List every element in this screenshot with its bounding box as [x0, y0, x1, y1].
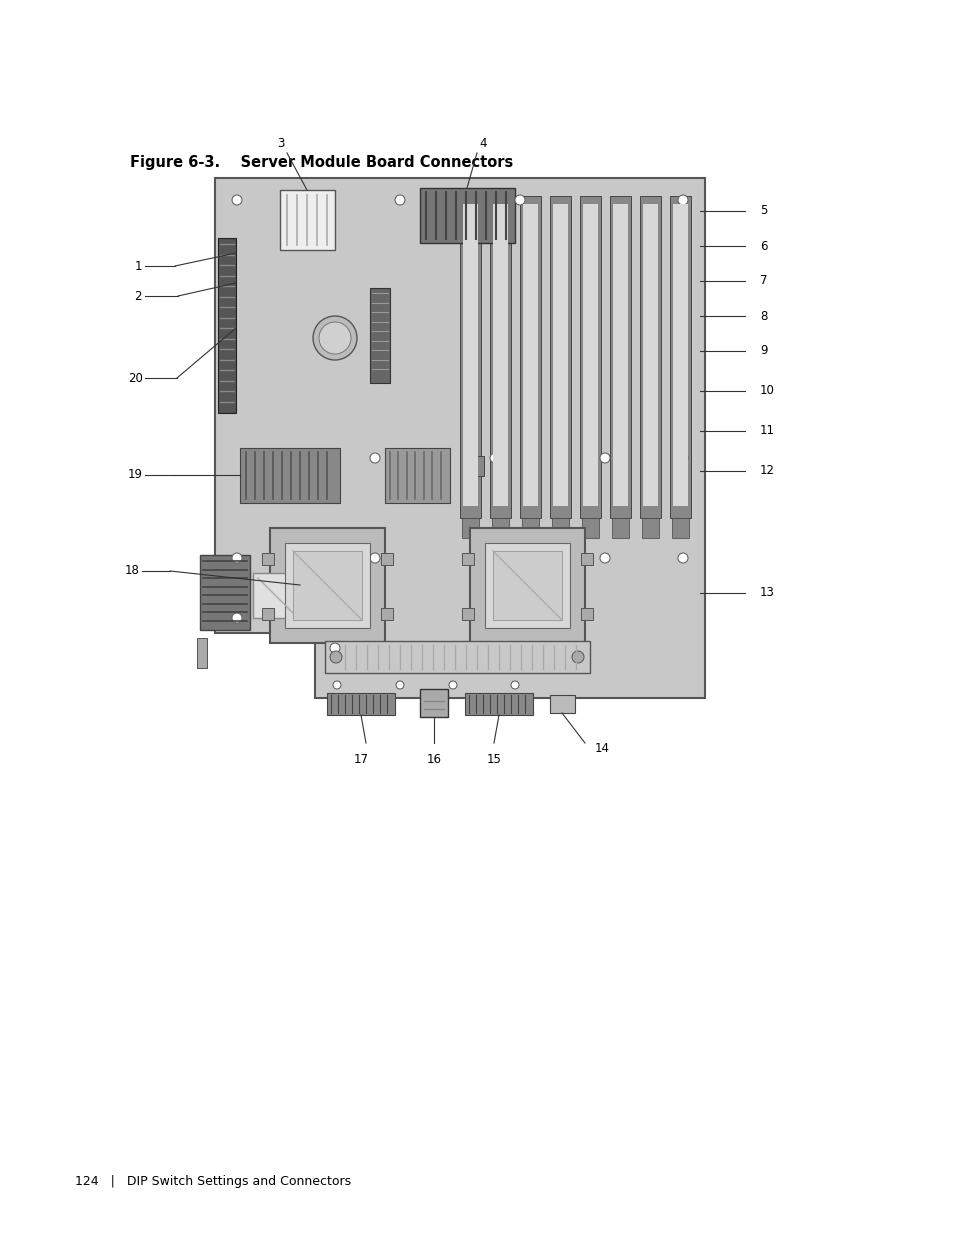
Bar [639, 196, 660, 517]
Text: 17: 17 [354, 753, 368, 766]
Bar [380, 553, 393, 564]
Circle shape [232, 195, 242, 205]
Circle shape [395, 680, 403, 689]
Bar [613, 204, 627, 506]
Bar [580, 553, 593, 564]
Circle shape [599, 453, 609, 463]
Circle shape [490, 553, 499, 563]
Bar [521, 517, 538, 538]
Bar [580, 608, 593, 620]
Bar [461, 553, 474, 564]
Circle shape [313, 316, 356, 359]
Bar [609, 196, 630, 517]
Bar [270, 529, 385, 643]
Bar [218, 238, 235, 412]
Circle shape [678, 553, 687, 563]
Bar [519, 196, 540, 517]
Text: 8: 8 [760, 310, 766, 322]
Bar [325, 641, 589, 673]
Bar [550, 196, 571, 517]
Text: Figure 6-3.    Server Module Board Connectors: Figure 6-3. Server Module Board Connecto… [130, 156, 513, 170]
Bar [642, 204, 658, 506]
Circle shape [572, 651, 583, 663]
Circle shape [318, 322, 351, 354]
Text: 18: 18 [125, 564, 140, 578]
Bar [522, 204, 537, 506]
Bar [262, 553, 274, 564]
Bar [470, 456, 483, 475]
Text: 19: 19 [128, 468, 143, 482]
Circle shape [599, 553, 609, 563]
Bar [464, 693, 533, 715]
Circle shape [511, 680, 518, 689]
Circle shape [232, 553, 242, 563]
Bar [641, 517, 659, 538]
Circle shape [515, 195, 524, 205]
Circle shape [678, 453, 687, 463]
Polygon shape [214, 178, 704, 698]
Text: 6: 6 [760, 240, 767, 252]
Text: 124   |   DIP Switch Settings and Connectors: 124 | DIP Switch Settings and Connectors [75, 1174, 351, 1188]
Text: 1: 1 [134, 259, 142, 273]
Text: 7: 7 [760, 274, 767, 288]
Bar [419, 188, 515, 243]
Circle shape [449, 680, 456, 689]
Bar [470, 529, 584, 643]
Bar [493, 204, 507, 506]
Text: 15: 15 [486, 753, 501, 766]
Text: 12: 12 [760, 464, 774, 478]
Text: 3: 3 [277, 137, 285, 149]
Bar [581, 517, 598, 538]
Bar [385, 448, 450, 503]
Circle shape [333, 680, 340, 689]
Text: 14: 14 [595, 741, 609, 755]
Bar [579, 196, 600, 517]
Text: 2: 2 [134, 289, 142, 303]
Circle shape [395, 195, 405, 205]
Bar [293, 551, 361, 620]
Bar [462, 204, 477, 506]
Bar [492, 517, 509, 538]
Bar [461, 608, 474, 620]
Circle shape [678, 195, 687, 205]
Bar [419, 689, 448, 718]
Bar [582, 204, 598, 506]
Text: 16: 16 [426, 753, 441, 766]
Bar [493, 551, 561, 620]
Bar [459, 196, 480, 517]
Bar [612, 517, 628, 538]
Bar [672, 204, 687, 506]
Circle shape [490, 453, 499, 463]
Bar [196, 638, 207, 668]
Text: 5: 5 [760, 205, 766, 217]
Bar [240, 448, 339, 503]
Bar [490, 196, 511, 517]
Text: 11: 11 [760, 425, 774, 437]
Bar [484, 543, 569, 629]
Bar [327, 693, 395, 715]
Text: 20: 20 [128, 372, 143, 384]
Bar [550, 695, 575, 713]
Bar [461, 517, 478, 538]
Bar [380, 608, 393, 620]
Circle shape [370, 553, 379, 563]
Bar [285, 543, 370, 629]
Text: 10: 10 [760, 384, 774, 398]
Circle shape [232, 613, 242, 622]
Bar [200, 555, 250, 630]
Text: 13: 13 [760, 587, 774, 599]
Circle shape [330, 651, 341, 663]
Text: 4: 4 [478, 137, 486, 149]
Text: 9: 9 [760, 345, 767, 357]
Circle shape [330, 643, 339, 653]
Bar [262, 608, 274, 620]
Bar [253, 573, 297, 618]
Bar [671, 517, 688, 538]
Bar [552, 517, 568, 538]
Bar [553, 204, 567, 506]
Bar [370, 288, 390, 383]
Bar [280, 190, 335, 249]
Bar [669, 196, 690, 517]
Circle shape [370, 453, 379, 463]
